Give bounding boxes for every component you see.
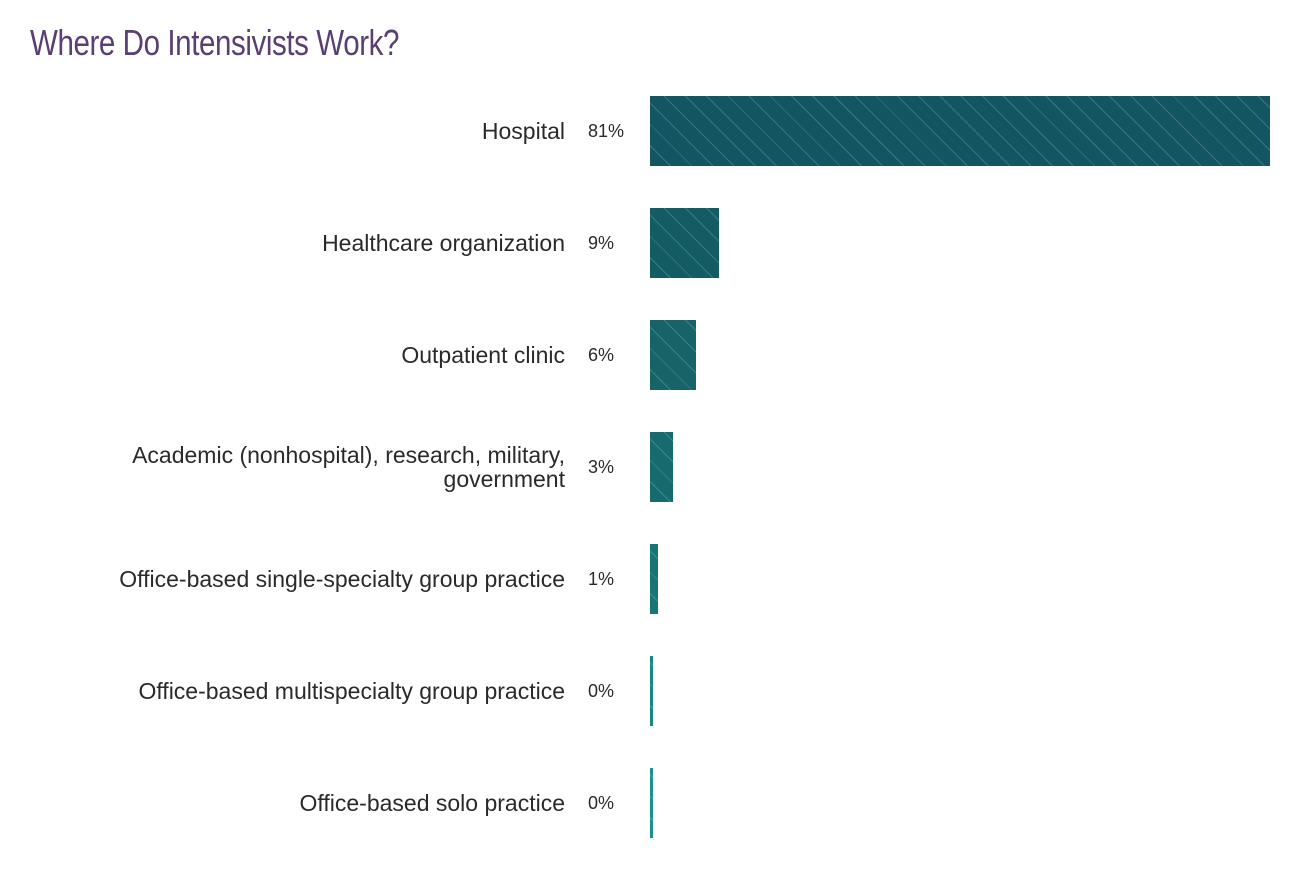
bar xyxy=(650,768,653,838)
bar xyxy=(650,208,719,278)
bar-row-healthcare-organization: Healthcare organization 9% xyxy=(0,208,1290,278)
bar xyxy=(650,96,1270,166)
bar-label: Outpatient clinic xyxy=(401,342,565,368)
bar-label: Office-based solo practice xyxy=(299,790,566,816)
bar-value: 1% xyxy=(588,568,615,589)
bar-label: Academic (nonhospital), research, milita… xyxy=(132,442,565,492)
bar-label: Hospital xyxy=(481,118,565,144)
bar-row-multispecialty: Office-based multispecialty group practi… xyxy=(0,656,1290,726)
chart-title: Where Do Intensivists Work? xyxy=(30,22,399,63)
bar-row-solo-practice: Office-based solo practice 0% xyxy=(0,768,1290,838)
bar xyxy=(650,320,696,390)
bar-row-hospital: Hospital 81% xyxy=(0,96,1290,166)
bar-label: Office-based single-specialty group prac… xyxy=(119,566,565,592)
bar-value: 6% xyxy=(588,344,615,365)
bar-value: 0% xyxy=(588,680,615,701)
bar-value: 3% xyxy=(588,456,615,477)
bar-row-academic: Academic (nonhospital), research, milita… xyxy=(0,432,1290,502)
bar-label: Healthcare organization xyxy=(322,230,565,256)
bar-row-single-specialty: Office-based single-specialty group prac… xyxy=(0,544,1290,614)
bar xyxy=(650,544,658,614)
bar-value: 9% xyxy=(588,232,615,253)
bar xyxy=(650,432,673,502)
bar xyxy=(650,656,653,726)
bar-value: 0% xyxy=(588,792,615,813)
bar-value: 81% xyxy=(588,120,625,141)
bar-label: Office-based multispecialty group practi… xyxy=(138,678,565,704)
bar-row-outpatient-clinic: Outpatient clinic 6% xyxy=(0,320,1290,390)
